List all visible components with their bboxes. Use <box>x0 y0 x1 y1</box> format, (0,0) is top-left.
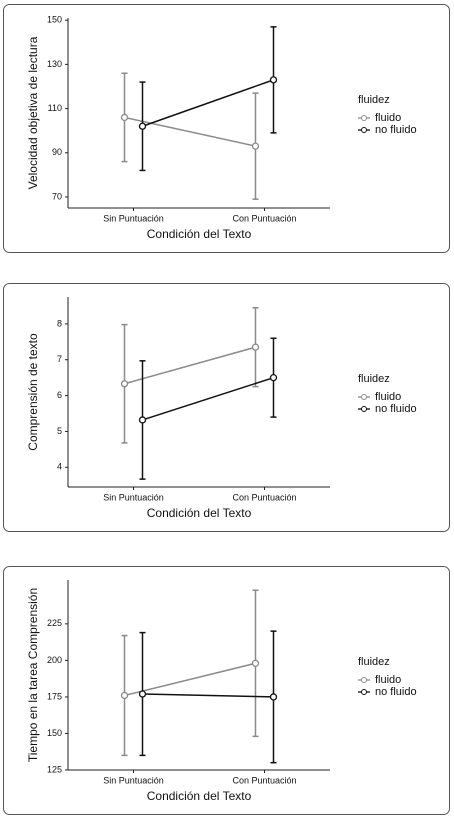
point <box>269 693 278 701</box>
point <box>138 690 147 698</box>
legend-label: no fluido <box>375 403 417 415</box>
y-tick-label: 5 <box>57 426 62 436</box>
series-line <box>142 376 274 421</box>
x-tick-label: Con Puntuación <box>232 492 296 502</box>
legend-label: fluido <box>375 112 401 124</box>
legend-title: fluidez <box>358 373 390 385</box>
y-tick-label: 130 <box>47 59 62 69</box>
point <box>120 113 129 122</box>
y-tick-label: 200 <box>47 655 62 665</box>
panel <box>3 566 450 815</box>
panel <box>3 4 450 253</box>
point <box>251 142 260 150</box>
x-axis-label: Condición del Texto <box>147 506 252 520</box>
legend-title: fluidez <box>358 656 390 668</box>
y-tick-label: 150 <box>47 728 62 738</box>
y-tick-label: 175 <box>47 691 62 701</box>
series-line <box>124 662 256 697</box>
x-tick-label: Con Puntuación <box>232 213 296 223</box>
y-tick-label: 6 <box>57 390 62 400</box>
legend-marker <box>361 394 367 400</box>
point <box>269 76 278 84</box>
x-tick-label: Sin Puntuación <box>103 492 164 502</box>
point <box>138 122 147 130</box>
legend-marker <box>361 127 367 133</box>
legend-label: fluido <box>375 674 401 686</box>
point <box>251 659 260 667</box>
y-tick-label: 7 <box>57 354 62 364</box>
y-axis-label: Tiempo en la tarea Comprensión <box>26 588 40 762</box>
x-tick-label: Con Puntuación <box>232 775 296 785</box>
y-tick-label: 90 <box>52 147 62 157</box>
legend-marker <box>361 689 367 695</box>
y-tick-label: 125 <box>47 764 62 774</box>
legend-marker <box>361 115 367 121</box>
legend-marker <box>361 406 367 412</box>
point <box>120 380 129 388</box>
legend-label: no fluido <box>375 124 417 136</box>
y-axis-label: Comprensión de texto <box>26 333 40 451</box>
panel <box>3 283 450 532</box>
y-tick-label: 225 <box>47 618 62 628</box>
series-line <box>142 79 274 127</box>
y-tick-label: 150 <box>47 15 62 25</box>
point <box>251 343 260 351</box>
series-line <box>142 693 274 698</box>
y-axis-label: Velocidad objetiva de lectura <box>26 36 40 189</box>
y-tick-label: 8 <box>57 318 62 328</box>
legend-label: no fluido <box>375 686 417 698</box>
point <box>120 691 129 700</box>
x-axis-label: Condición del Texto <box>147 227 252 241</box>
legend-marker <box>361 677 367 683</box>
x-tick-label: Sin Puntuación <box>103 775 164 785</box>
x-axis-label: Condición del Texto <box>147 789 252 803</box>
series-line <box>124 346 256 385</box>
point <box>269 374 278 382</box>
x-tick-label: Sin Puntuación <box>103 213 164 223</box>
point <box>138 416 147 424</box>
legend-title: fluidez <box>358 94 390 106</box>
series-line <box>124 116 256 147</box>
legend-label: fluido <box>375 391 401 403</box>
y-tick-label: 110 <box>48 103 62 113</box>
y-tick-label: 4 <box>57 462 62 472</box>
y-tick-label: 70 <box>52 191 62 201</box>
